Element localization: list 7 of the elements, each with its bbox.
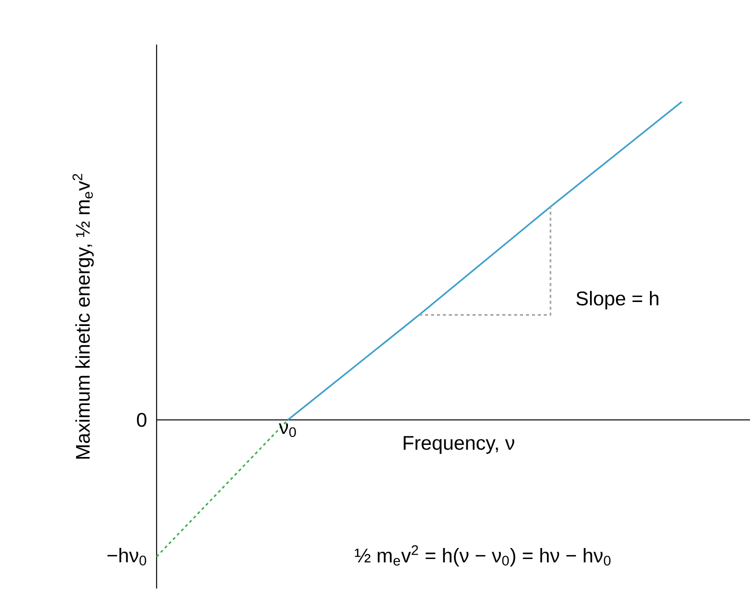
text: 0 — [136, 412, 146, 427]
annotation: ν$_{0}$ — [278, 423, 296, 437]
x-axis-title: Frequency, ν — [404, 436, 514, 454]
text: −hν$_{0}$ — [108, 548, 146, 566]
annotation: Slope = h — [576, 290, 658, 310]
annotation: ½ m$_{e}$v$^{2}$ = h(ν − ν$_{0}$) = hν − hν$_{0}$ — [355, 545, 610, 566]
y-axis-title: Maximum kinetic energy, ½ m$_{e}$v$^{2}$ — [72, 174, 94, 458]
